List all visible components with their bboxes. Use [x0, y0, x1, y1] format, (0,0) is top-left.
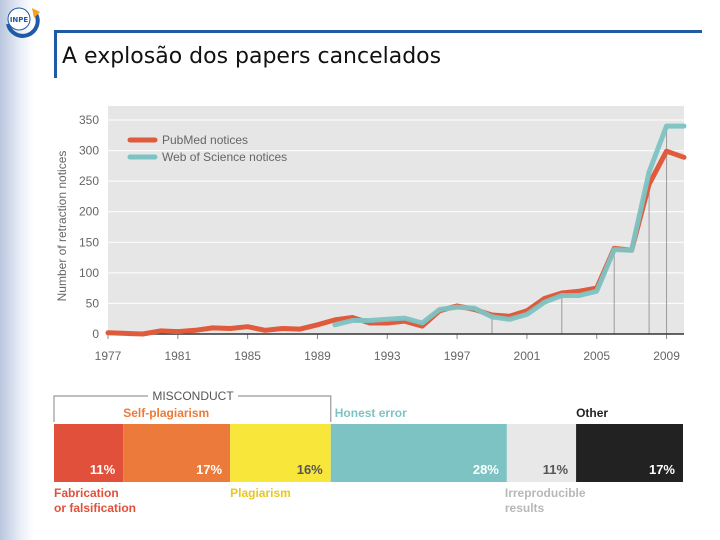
- other-label: Other: [576, 406, 608, 420]
- y-tick-label: 250: [79, 174, 99, 188]
- cause-bar-segment: [576, 424, 683, 482]
- x-tick-label: 1985: [234, 349, 261, 363]
- slide-title: A explosão dos papers cancelados: [62, 44, 442, 69]
- y-tick-label: 350: [79, 113, 99, 127]
- irreproducible-label-line2: results: [505, 501, 545, 515]
- misconduct-label: MISCONDUCT: [152, 389, 234, 403]
- pubmed-series-line: [105, 148, 687, 337]
- x-tick-label: 1989: [304, 349, 331, 363]
- cause-value-label: 16%: [297, 462, 323, 477]
- legend-label: PubMed notices: [162, 133, 248, 147]
- cause-value-label: 17%: [649, 462, 675, 477]
- y-tick-label: 100: [79, 266, 99, 280]
- x-tick-label: 2009: [653, 349, 680, 363]
- fabrication-label-line1: Fabrication: [54, 486, 119, 500]
- x-tick-label: 2005: [583, 349, 610, 363]
- cause-value-label: 28%: [473, 462, 499, 477]
- cause-value-label: 17%: [196, 462, 222, 477]
- cause-bar-segment: [230, 424, 331, 482]
- inpe-logo: INPE: [2, 2, 44, 38]
- y-axis-label: Number of retraction notices: [55, 151, 69, 302]
- honest-error-label: Honest error: [335, 406, 407, 420]
- title-rule-horizontal: [54, 30, 702, 33]
- cause-value-label: 11%: [90, 462, 116, 477]
- y-tick-label: 200: [79, 205, 99, 219]
- self-plagiarism-label: Self-plagiarism: [123, 406, 209, 420]
- cause-bar-segment: [54, 424, 124, 482]
- cause-bar-segment: [123, 424, 231, 482]
- x-tick-label: 2001: [514, 349, 541, 363]
- misconduct-bracket: [238, 395, 332, 422]
- title-rule-vertical: [54, 30, 57, 78]
- x-tick-label: 1981: [164, 349, 191, 363]
- cause-value-label: 11%: [543, 462, 569, 477]
- cause-bar-segment: [330, 424, 507, 482]
- x-tick-label: 1993: [374, 349, 401, 363]
- left-decorative-band: [0, 0, 34, 540]
- plagiarism-label: Plagiarism: [230, 486, 291, 500]
- legend-label: Web of Science notices: [162, 150, 287, 164]
- y-tick-label: 50: [86, 296, 100, 310]
- y-tick-label: 300: [79, 144, 99, 158]
- y-tick-label: 150: [79, 235, 99, 249]
- cause-bar-segment: [506, 424, 577, 482]
- misconduct-bracket: [53, 395, 148, 422]
- fabrication-label-line2: or falsification: [54, 501, 136, 515]
- y-tick-label: 0: [92, 327, 99, 341]
- wos-series-line: [332, 123, 687, 328]
- x-tick-label: 1977: [95, 349, 122, 363]
- x-tick-label: 1997: [444, 349, 471, 363]
- plot-background: [108, 106, 684, 334]
- irreproducible-label-line1: Irreproducible: [505, 486, 586, 500]
- logo-text: INPE: [10, 16, 29, 24]
